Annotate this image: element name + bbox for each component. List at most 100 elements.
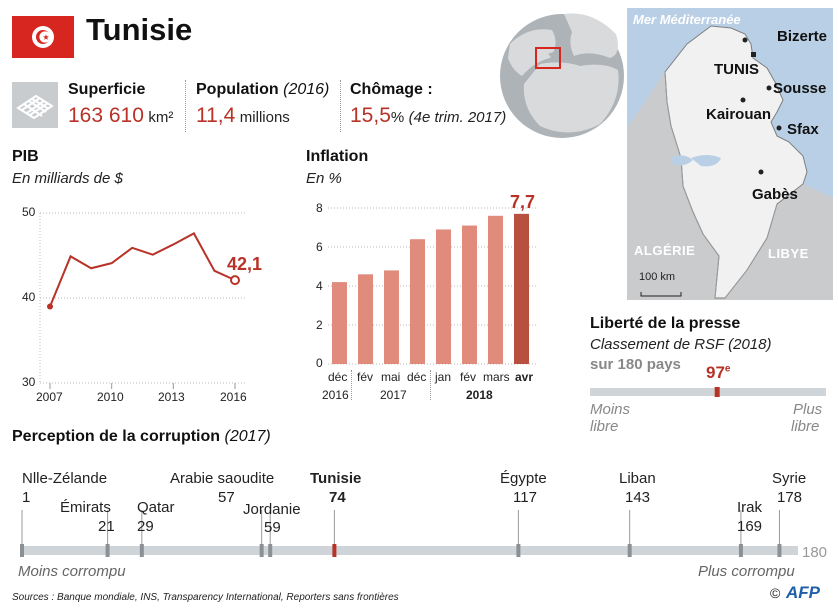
country-algeria: ALGÉRIE [634,243,696,258]
corruption-country-rank: 59 [264,519,281,536]
corruption-marker [738,544,743,557]
pib-subtitle: En milliards de $ [12,170,123,187]
area-unit: km² [148,109,174,126]
inflation-bar [436,229,451,364]
inflation-ytick: 6 [316,240,323,254]
press-rank-marker [714,387,720,397]
corruption-country-rank: 21 [98,518,115,535]
inflation-bar [358,274,373,364]
unemployment-value: 15,5 [350,104,391,127]
pib-series-line [49,232,236,307]
locator-box [535,47,561,69]
corruption-country-rank: 178 [777,489,803,506]
population-label: Population [196,81,279,98]
population-figure: 11,4 millions [196,104,290,128]
inflation-bar [514,213,529,364]
corruption-left-label: Moins corrompu [18,563,126,580]
pib-last-label: 42,1 [227,254,263,274]
area-icon [12,82,58,128]
press-left-1: Moins [590,401,631,418]
press-title: Liberté de la presse [590,315,741,332]
unemployment-figure: 15,5% (4e trim. 2017) [350,104,506,128]
country-libya: LIBYE [768,246,809,261]
corruption-marker [259,544,264,557]
corruption-title-row: Perception de la corruption (2017) [12,428,271,446]
inflation-bar [462,225,477,364]
inflation-title: Inflation [306,148,369,165]
pib-point [47,303,53,310]
tunisia-flag [12,16,74,58]
inflation-month: déc [407,370,427,384]
year-divider [351,370,352,400]
corruption-marker [20,544,24,557]
inflation-month: mai [381,370,401,384]
press-scale [590,387,826,397]
inflation-ytick: 0 [316,356,323,370]
corruption-country-name: Qatar [137,499,175,516]
map-scale: 100 km [639,271,676,283]
corruption-marker [332,544,337,557]
corruption-country-rank: 143 [625,489,651,506]
sea-label: Mer Méditerranée [633,12,741,27]
corruption-country-name: Liban [619,470,656,487]
corruption-country-name: Irak [737,499,763,516]
inflation-month: fév [460,370,477,384]
inflation-last-label: 7,7 [510,192,536,212]
pib-ytick: 50 [22,205,36,219]
inflation-month: fév [357,370,374,384]
corruption-country-rank: 169 [737,518,763,535]
pib-ytick: 40 [22,290,36,304]
flag-crescent-icon [32,26,54,48]
corruption-country-name-highlight: Tunisie [310,470,362,487]
press-rank-suffix: e [724,363,731,375]
inflation-year: 2017 [380,388,407,402]
inflation-bar [410,239,425,364]
inflation-month: avr [515,370,534,384]
pib-point [230,275,240,286]
corruption-marker [105,544,110,557]
divider [340,80,341,132]
corruption-country-name: Émirats [60,499,111,516]
inflation-month: déc [328,370,348,384]
page-title: Tunisie [86,12,193,47]
press-right-2: libre [791,418,820,435]
city-kairouan: Kairouan [706,106,772,123]
population-value: 11,4 [196,104,236,127]
pib-ytick: 30 [22,375,36,389]
inflation-month: jan [435,370,452,384]
corruption-marker [268,544,273,557]
corruption-country-rank-highlight: 74 [329,489,346,506]
city-sousse: Sousse [773,80,827,97]
corruption-country-name: Arabie saoudite [170,470,275,487]
area-figure: 163 610 km² [68,104,173,128]
city-gabes: Gabès [752,186,798,203]
pib-title: PIB [12,148,39,165]
corruption-max: 180 [802,544,828,561]
city-bizerte: Bizerte [777,28,828,45]
press-right-1: Plus [793,401,823,418]
population-year: (2016) [283,81,330,98]
city-sfax: Sfax [787,121,819,138]
corruption-country-rank: 57 [218,489,235,506]
corruption-year: (2017) [224,428,271,445]
pib-chart [39,212,245,389]
sources-text: Sources : Banque mondiale, INS, Transpar… [12,592,399,603]
corruption-country-name: Syrie [772,470,807,487]
pib-xtick: 2010 [97,390,124,404]
corruption-marker [777,544,782,557]
pib-xtick: 2013 [158,390,185,404]
corruption-right-label: Plus corrompu [698,563,795,580]
population-label-row: Population (2016) [196,81,329,99]
unemployment-label: Chômage : [350,81,433,98]
area-value: 163 610 [68,104,144,127]
pib-xtick: 2007 [36,390,63,404]
corruption-country-name: Jordanie [243,501,301,518]
inflation-bar [332,282,347,364]
year-divider [430,370,431,400]
unemployment-note: (4e trim. 2017) [408,109,507,126]
pib-xtick: 2016 [220,390,247,404]
inflation-month: mars [483,370,510,384]
corruption-title: Perception de la corruption [12,428,221,445]
corruption-country-name: Égypte [500,470,547,487]
inflation-subtitle: En % [306,170,342,187]
